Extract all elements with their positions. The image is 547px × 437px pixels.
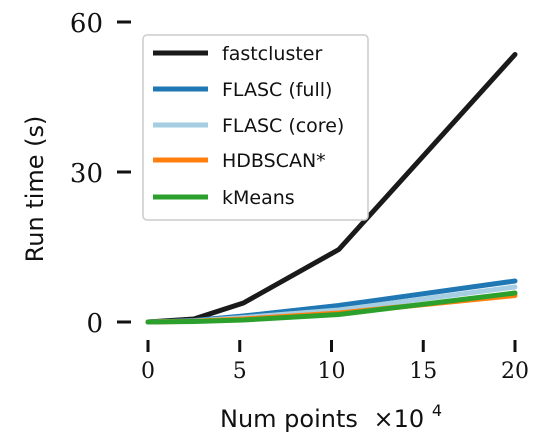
legend-label-hdbscan: HDBSCAN* [222,150,326,172]
y-tick-label-0: 0 [86,309,103,339]
y-tick-label-60: 60 [70,9,103,39]
legend-box [142,34,369,221]
axes: 0 30 60 0 5 10 15 20 [70,9,529,384]
x-tick-label-10: 10 [318,359,346,384]
x-axis-label-text: Num points [220,405,358,433]
legend-label-flasc-full: FLASC (full) [222,79,332,101]
series-layer [145,52,518,325]
x-tick-label-5: 5 [233,359,247,384]
x-axis-exponent: 4 [432,401,442,420]
legend-label-fastcluster: fastcluster [222,43,322,65]
series-line-kmeans [145,290,518,325]
legend-label-flasc-core: FLASC (core) [222,115,344,137]
legend-label-kmeans: kMeans [222,187,295,209]
y-tick-label-30: 30 [70,159,103,189]
x-tick-label-0: 0 [141,359,155,384]
x-tick-label-15: 15 [409,359,437,384]
x-tick-label-20: 20 [501,359,529,384]
x-axis-label: Num points ×10 4 [220,401,442,433]
legend: fastcluster FLASC (full) FLASC (core) HDBSC… [142,34,369,221]
x-axis-multiplier: ×10 [374,405,425,433]
y-axis-label: Run time (s) [21,116,49,263]
